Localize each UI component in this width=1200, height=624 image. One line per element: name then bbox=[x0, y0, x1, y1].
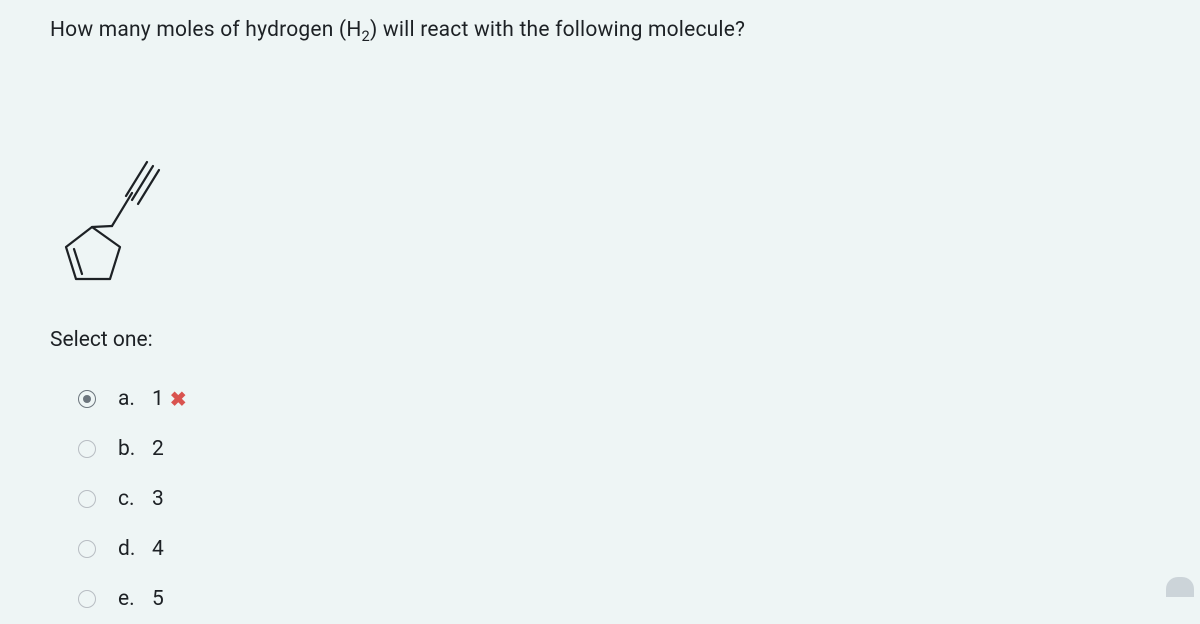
question-subscript: 2 bbox=[362, 27, 370, 45]
radio-dot bbox=[83, 395, 91, 403]
radio-button[interactable] bbox=[78, 540, 96, 558]
radio-dot bbox=[83, 445, 91, 453]
option-row-b[interactable]: b.2 bbox=[78, 424, 1150, 474]
option-letter: e. bbox=[118, 587, 152, 611]
options-list: a.1✖b.2c.3d.4e.5 bbox=[50, 374, 1150, 624]
option-value: 5 bbox=[152, 587, 164, 611]
option-row-c[interactable]: c.3 bbox=[78, 474, 1150, 524]
question-suffix: ) will react with the following molecule… bbox=[370, 18, 745, 42]
option-value: 1 bbox=[152, 387, 164, 411]
radio-button[interactable] bbox=[78, 590, 96, 608]
option-value: 2 bbox=[152, 437, 164, 461]
radio-button[interactable] bbox=[78, 390, 96, 408]
option-letter: b. bbox=[118, 437, 152, 461]
option-letter: c. bbox=[118, 487, 152, 511]
molecule-diagram bbox=[54, 73, 1150, 292]
molecule-svg bbox=[54, 73, 174, 288]
radio-button[interactable] bbox=[78, 490, 96, 508]
question-prefix: How many moles of hydrogen (H bbox=[50, 18, 362, 42]
option-value: 3 bbox=[152, 487, 164, 511]
incorrect-icon: ✖ bbox=[170, 387, 187, 411]
option-row-a[interactable]: a.1✖ bbox=[78, 374, 1150, 424]
option-value: 4 bbox=[152, 537, 164, 561]
option-letter: a. bbox=[118, 387, 152, 411]
chat-bubble-icon[interactable] bbox=[1166, 577, 1194, 597]
radio-dot bbox=[83, 495, 91, 503]
radio-button[interactable] bbox=[78, 440, 96, 458]
option-row-d[interactable]: d.4 bbox=[78, 524, 1150, 574]
question-text: How many moles of hydrogen (H2) will rea… bbox=[50, 18, 1150, 45]
radio-dot bbox=[83, 545, 91, 553]
option-row-e[interactable]: e.5 bbox=[78, 574, 1150, 624]
select-one-label: Select one: bbox=[50, 328, 1150, 352]
question-panel: How many moles of hydrogen (H2) will rea… bbox=[0, 0, 1200, 601]
radio-dot bbox=[83, 595, 91, 603]
option-letter: d. bbox=[118, 537, 152, 561]
